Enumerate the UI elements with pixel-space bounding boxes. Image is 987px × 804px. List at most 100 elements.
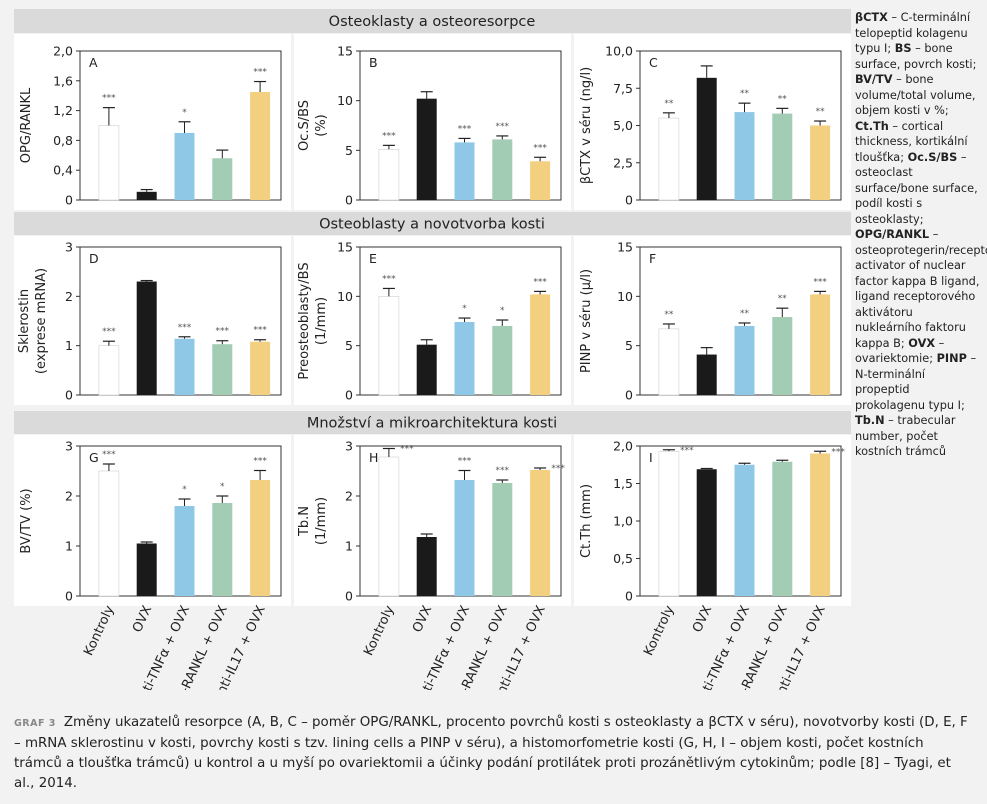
y-tick-label: 2 (65, 289, 73, 304)
significance-mark: *** (813, 277, 827, 287)
y-tick-label: 1,0 (613, 514, 633, 529)
y-axis-label: PINP v séru (μ/l) (579, 269, 594, 373)
y-axis-label: Ct.Th (mm) (579, 484, 594, 558)
y-tick-label: 0 (625, 589, 633, 604)
bar (772, 461, 793, 596)
bar (416, 537, 437, 596)
y-tick-label: 2,0 (53, 44, 73, 59)
y-tick-label: 7,5 (613, 81, 633, 96)
significance-mark: *** (458, 124, 472, 134)
significance-mark: ** (664, 99, 674, 109)
bar (136, 281, 157, 395)
legend-entry: PINP – N-terminální propeptid prokolagen… (855, 352, 977, 412)
bar (98, 125, 120, 201)
bar (772, 113, 793, 200)
significance-mark: ** (740, 89, 750, 99)
bar (696, 469, 717, 596)
panel-letter: B (369, 55, 378, 70)
legend-entry: BV/TV – bone volume/total volume, objem … (855, 73, 976, 117)
bar (492, 325, 513, 395)
y-tick-label: 3 (65, 439, 73, 454)
legend-entry: βCTX – C-terminální telopeptid kolagenu … (855, 11, 971, 55)
bar (734, 112, 755, 200)
significance-mark: *** (216, 327, 230, 337)
panel-letter: A (89, 55, 98, 70)
x-tick-label: OVX (690, 603, 715, 635)
x-tick-label: Kontroly (641, 603, 677, 658)
section-title: Osteoklasty a osteoresorpce (329, 14, 536, 30)
y-tick-label: 10 (617, 289, 633, 304)
panel-c: 0 2,5 5,0 7,5 10,0 βCTX v séru (ng/l) C ** ** ** *… (574, 34, 851, 210)
bar (250, 480, 271, 596)
significance-mark: ** (778, 94, 788, 104)
bar (378, 456, 400, 597)
bar (136, 191, 157, 200)
legend-entry: BS – bone surface, povrch kosti; (855, 42, 977, 71)
y-axis-label: (1/mm) (314, 297, 329, 345)
significance-mark: *** (102, 327, 116, 337)
y-tick-label: 3 (345, 439, 353, 454)
bar (734, 325, 755, 395)
y-tick-label: 1 (65, 338, 73, 353)
bar (772, 317, 793, 395)
y-tick-label: 0 (345, 193, 353, 208)
panel-letter: G (89, 450, 99, 465)
bar (378, 296, 400, 396)
bar (98, 470, 120, 597)
bar (174, 132, 195, 200)
y-axis-label: BV/TV (%) (19, 488, 34, 553)
panel-letter: D (89, 251, 99, 266)
panel-letter: C (649, 55, 658, 70)
bar (696, 77, 717, 200)
bar (530, 470, 551, 596)
y-axis-label: (%) (314, 114, 329, 137)
significance-mark: *** (533, 277, 547, 287)
section-band (14, 411, 851, 434)
caption-text: Změny ukazatelů resorpce (A, B, C – pomě… (14, 715, 968, 791)
bar (734, 464, 755, 596)
bar (696, 354, 717, 395)
bar (416, 344, 437, 395)
section-title: Množství a mikroarchitektura kosti (307, 416, 557, 432)
panel-background (14, 34, 291, 210)
significance-mark: ** (740, 309, 750, 319)
legend-entry: Oc.S/BS – osteoclast surface/bone surfac… (855, 150, 978, 226)
bar (212, 344, 233, 395)
figure-chart: Osteoklasty a osteoresorpce Osteoblasty a… (14, 9, 851, 690)
bar (174, 506, 195, 596)
y-tick-label: 15 (617, 240, 633, 255)
panel-letter: F (649, 251, 656, 266)
y-axis-label: Preosteoblasty/BS (297, 262, 312, 379)
y-tick-label: 15 (337, 240, 353, 255)
bar (658, 328, 680, 396)
y-axis-label: βCTX v séru (ng/l) (579, 67, 594, 184)
significance-mark: *** (551, 464, 565, 474)
y-tick-label: 3 (65, 240, 73, 255)
bar (658, 450, 680, 597)
legend-entry: Ct.Th – cortical thickness, kortikální t… (855, 119, 968, 164)
significance-mark: *** (178, 323, 192, 333)
y-tick-label: 10 (337, 93, 353, 108)
y-axis-label: OPG/RANKL (19, 87, 34, 163)
significance-mark: *** (102, 94, 116, 104)
x-tick-label: OVX (410, 603, 435, 635)
y-tick-label: 0 (345, 589, 353, 604)
y-tick-label: 0,8 (53, 133, 73, 148)
y-tick-label: 0 (65, 193, 73, 208)
figure-caption: GRAF 3 Změny ukazatelů resorpce (A, B, C … (14, 713, 974, 794)
y-tick-label: 0 (345, 388, 353, 403)
bar (454, 142, 475, 200)
bar (454, 321, 475, 395)
bar (810, 125, 831, 200)
y-tick-label: 1,2 (53, 103, 73, 118)
section-band (14, 9, 851, 33)
significance-mark: * (220, 482, 225, 492)
significance-mark: ** (778, 294, 788, 304)
panel-letter: E (369, 251, 377, 266)
y-tick-label: 5 (345, 143, 353, 158)
significance-mark: * (182, 108, 187, 118)
